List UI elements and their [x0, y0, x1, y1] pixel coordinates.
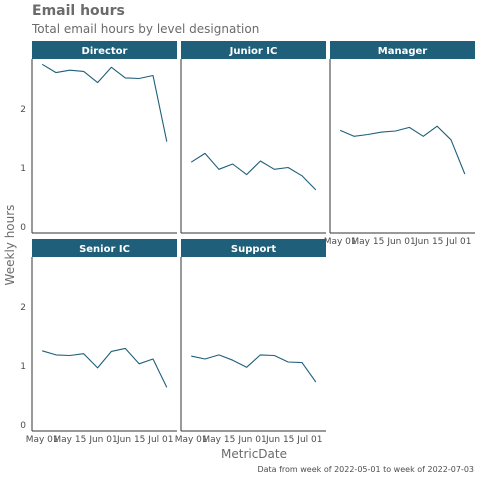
data-point	[232, 163, 234, 165]
data-point	[55, 354, 57, 356]
data-point	[259, 160, 261, 162]
x-tick-label: May 01	[324, 237, 357, 247]
panel-strip	[330, 41, 475, 59]
data-point	[422, 135, 424, 137]
series-line	[190, 152, 317, 191]
x-tick-label: Jun 01	[237, 435, 266, 445]
y-tick-label: 1	[20, 362, 26, 372]
data-point	[394, 130, 396, 132]
data-point	[245, 173, 247, 175]
data-point	[152, 74, 154, 76]
data-point	[273, 354, 275, 356]
x-tick-label: May 15	[351, 237, 384, 247]
data-point	[245, 366, 247, 368]
data-point	[339, 129, 341, 131]
data-point	[315, 189, 317, 191]
data-point	[152, 358, 154, 360]
panel-strip-label: Manager	[378, 46, 428, 57]
data-point	[287, 166, 289, 168]
x-axis-title: MetricDate	[221, 447, 287, 461]
data-point	[259, 354, 261, 356]
x-tick-label: Jul 01	[147, 435, 173, 445]
data-point	[166, 386, 168, 388]
panel-strip	[181, 239, 326, 257]
x-tick-label: Jul 01	[445, 237, 471, 247]
data-point	[408, 126, 410, 128]
data-point	[204, 358, 206, 360]
panel-junior-ic: Junior IC	[180, 41, 326, 234]
data-point	[124, 77, 126, 79]
panel-strip	[181, 41, 326, 59]
x-tick-label: Jun 01	[88, 435, 117, 445]
data-point	[464, 173, 466, 175]
x-tick-label: Jul 01	[296, 435, 322, 445]
series-line	[339, 125, 466, 175]
data-point	[138, 77, 140, 79]
data-point	[110, 66, 112, 68]
data-point	[232, 359, 234, 361]
x-tick-label: Jun 15	[414, 237, 443, 247]
x-tick-label: May 15	[202, 435, 235, 445]
panel-strip-label: Junior IC	[229, 46, 278, 57]
panel-strip	[32, 239, 177, 257]
panel-strip-label: Support	[231, 244, 276, 255]
x-tick-label: May 01	[26, 435, 59, 445]
data-point	[69, 69, 71, 71]
y-tick-label: 2	[20, 303, 26, 313]
y-tick-label: 0	[20, 421, 26, 431]
data-point	[190, 355, 192, 357]
series-line	[191, 354, 317, 383]
data-point	[436, 125, 438, 127]
x-tick-label: May 01	[175, 435, 208, 445]
data-point	[287, 361, 289, 363]
data-point	[301, 361, 303, 363]
data-point	[190, 161, 192, 163]
x-tick-label: Jun 15	[116, 435, 145, 445]
data-point	[218, 168, 220, 170]
data-point	[138, 363, 140, 365]
panel-director: Director 0 1 2	[20, 41, 177, 234]
y-tick-label: 0	[20, 223, 26, 233]
data-point	[315, 381, 317, 383]
x-tick-label: Jun 01	[386, 237, 415, 247]
y-tick-label: 2	[20, 105, 26, 115]
data-point	[96, 81, 98, 83]
data-point	[166, 140, 168, 142]
panel-strip-label: Senior IC	[79, 244, 130, 255]
data-point	[273, 168, 275, 170]
data-point	[83, 353, 85, 355]
data-point	[450, 139, 452, 141]
x-tick-label: May 15	[53, 435, 86, 445]
data-point	[124, 347, 126, 349]
series-line	[42, 347, 168, 388]
data-point	[301, 175, 303, 177]
y-axis-title: Weekly hours	[3, 205, 17, 286]
data-point	[353, 135, 355, 137]
x-tick-label: Jun 15	[265, 435, 294, 445]
data-point	[55, 71, 57, 73]
data-point	[367, 133, 369, 135]
series-line	[41, 63, 168, 142]
chart-subtitle: Total email hours by level designation	[31, 22, 259, 36]
y-tick-label: 1	[20, 164, 26, 174]
chart-title: Email hours	[32, 3, 125, 19]
panel-strip	[32, 41, 177, 59]
chart-caption: Data from week of 2022-05-01 to week of …	[257, 465, 474, 474]
data-point	[83, 70, 85, 72]
data-point	[110, 350, 112, 352]
data-point	[381, 131, 383, 133]
data-point	[204, 152, 206, 154]
data-point	[41, 63, 43, 65]
data-point	[96, 367, 98, 369]
data-point	[41, 350, 43, 352]
data-point	[218, 354, 220, 356]
panel-strip-label: Director	[82, 46, 128, 57]
data-point	[69, 354, 71, 356]
